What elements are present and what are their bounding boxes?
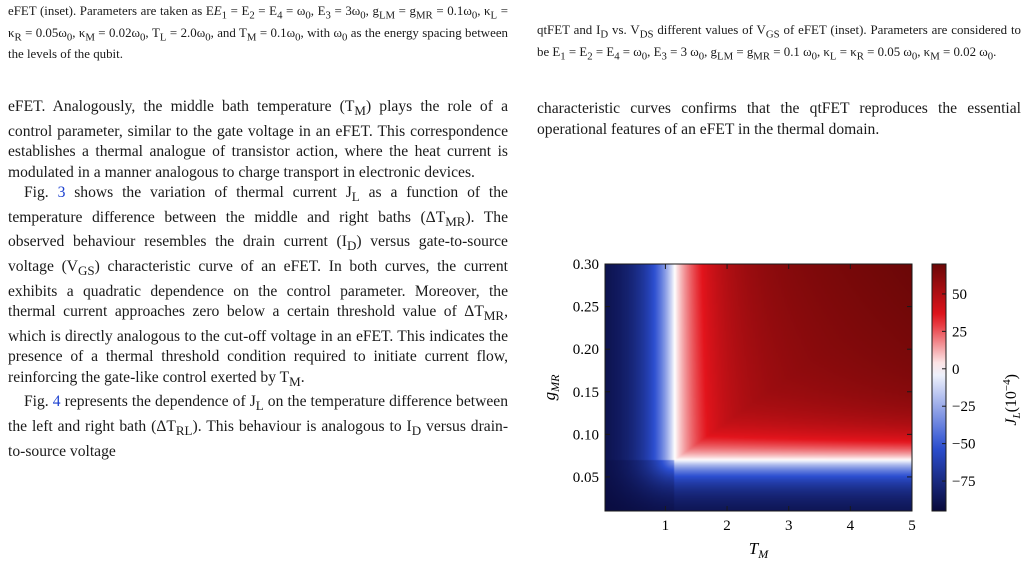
paragraph-qtfet-summary: characteristic curves confirms that the … bbox=[537, 100, 1021, 138]
heatmap-figure: 1 2 3 4 5 0.05 0.10 0.15 0.20 0.25 0.30 50 25 0 −25 −… bbox=[537, 255, 1023, 575]
right-column: qtFET and ID vs. VDS different values of… bbox=[537, 0, 1021, 140]
colorbar-tick-label: 0 bbox=[952, 362, 960, 378]
figure-caption-left: eFET (inset). Parameters are taken as EE… bbox=[8, 4, 508, 62]
colorbar-tick-label: 50 bbox=[952, 287, 967, 303]
y-tick-label: 0.15 bbox=[573, 385, 599, 401]
y-tick-label: 0.20 bbox=[573, 342, 599, 358]
y-axis: 0.05 0.10 0.15 0.20 0.25 0.30 bbox=[573, 257, 912, 486]
paragraph-fig4: Fig. 4 represents the dependence of JL o… bbox=[8, 393, 509, 460]
x-tick-label: 4 bbox=[847, 518, 855, 534]
colorbar-label: JL(10−4) bbox=[1001, 374, 1021, 426]
left-column: eFET (inset). Parameters are taken as EE… bbox=[8, 0, 508, 462]
colorbar-tick-label: −50 bbox=[952, 437, 975, 453]
y-tick-label: 0.05 bbox=[573, 470, 599, 486]
colorbar-tick-label: −25 bbox=[952, 399, 975, 415]
heatmap-svg: 1 2 3 4 5 0.05 0.10 0.15 0.20 0.25 0.30 50 25 0 −25 −… bbox=[540, 257, 1023, 561]
y-tick-label: 0.25 bbox=[573, 300, 599, 316]
paragraph-control-parameter: eFET. Analogously, the middle bath tempe… bbox=[8, 98, 508, 181]
fig3-link[interactable]: 3 bbox=[57, 184, 66, 202]
x-axis-label: TM bbox=[749, 539, 769, 561]
x-tick-label: 3 bbox=[785, 518, 793, 534]
paragraph-fig3: Fig. 3 shows the variation of thermal cu… bbox=[8, 184, 508, 389]
x-axis: 1 2 3 4 5 bbox=[662, 264, 916, 534]
x-tick-label: 1 bbox=[662, 518, 670, 534]
colorbar-axis: 50 25 0 −25 −50 −75 bbox=[942, 287, 975, 490]
y-axis-label: gMR bbox=[540, 374, 562, 400]
x-tick-label: 5 bbox=[908, 518, 916, 534]
y-tick-label: 0.30 bbox=[573, 257, 599, 273]
plot-frame bbox=[604, 263, 913, 512]
heatmap-raster bbox=[605, 264, 912, 511]
figure-caption-right: qtFET and ID vs. VDS different values of… bbox=[537, 23, 1021, 63]
fig4-link[interactable]: 4 bbox=[52, 393, 61, 411]
colorbar-tick-label: 25 bbox=[952, 324, 967, 340]
colorbar-tick-label: −75 bbox=[952, 474, 975, 490]
x-tick-label: 2 bbox=[723, 518, 731, 534]
y-tick-label: 0.10 bbox=[573, 427, 599, 443]
colorbar bbox=[931, 263, 947, 512]
